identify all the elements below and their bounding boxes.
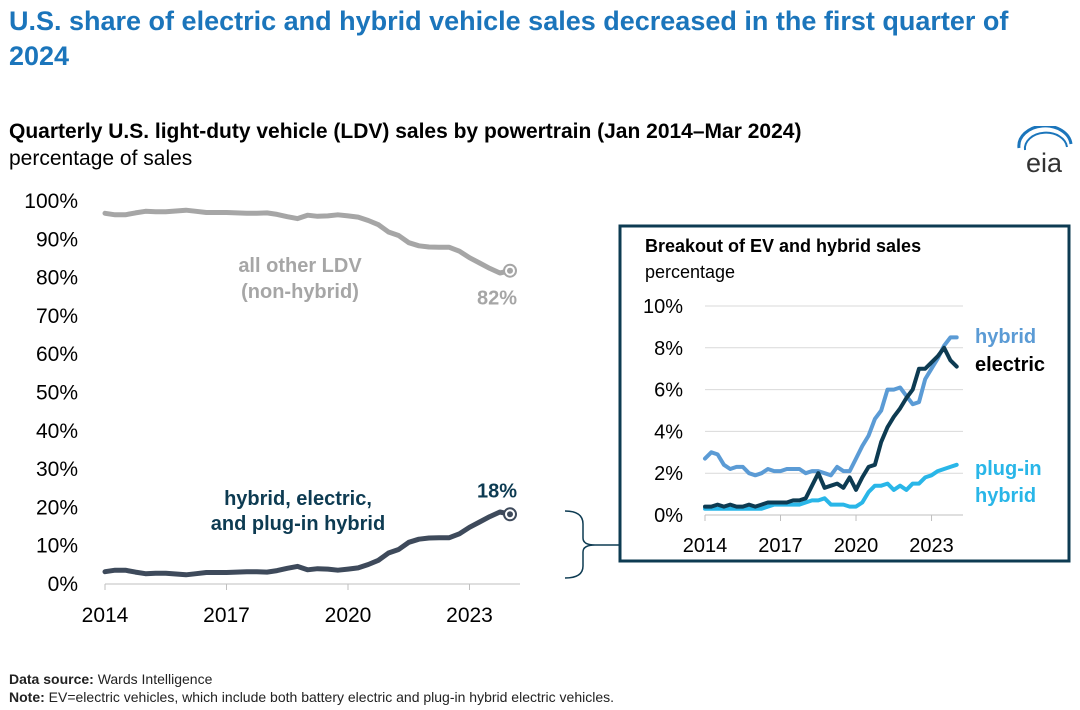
bracket-connector xyxy=(564,510,596,579)
main-y-tick: 0% xyxy=(48,573,78,596)
chart-canvas: 0%10%20%30%40%50%60%70%80%90%100% 2014 20… xyxy=(24,190,1071,627)
label-combined-line1: hybrid, electric, xyxy=(224,488,372,510)
inset-x-tick: 2023 xyxy=(909,535,954,557)
main-y-tick: 40% xyxy=(36,420,78,443)
note-text: EV=electric vehicles, which include both… xyxy=(48,689,615,705)
main-y-tick: 90% xyxy=(36,228,78,251)
inset-x-tick: 2020 xyxy=(834,535,879,557)
source-text: Wards Intelligence xyxy=(97,671,213,687)
chart-units: percentage of sales xyxy=(9,147,193,170)
inset-title: Breakout of EV and hybrid sales xyxy=(645,236,921,256)
main-x-tick-labels: 2014 2017 2020 2023 xyxy=(82,584,493,627)
main-y-tick: 10% xyxy=(36,535,78,558)
logo-arc-outer xyxy=(1017,124,1073,149)
label-other-ldv-end: 82% xyxy=(477,288,517,310)
inset-y-tick: 4% xyxy=(654,421,683,443)
label-other-ldv-line2: (non-hybrid) xyxy=(241,281,359,303)
main-x-tick: 2023 xyxy=(446,604,493,627)
main-y-tick: 50% xyxy=(36,382,78,405)
inset-series-lines xyxy=(703,335,959,511)
inset-x-tick: 2017 xyxy=(758,535,803,557)
main-y-tick: 70% xyxy=(36,305,78,328)
inset-y-tick: 6% xyxy=(654,380,683,402)
logo-arc-inner xyxy=(1023,131,1068,151)
main-x-tick: 2017 xyxy=(203,604,250,627)
main-x-tick: 2014 xyxy=(82,604,129,627)
label-plugin-line2: hybrid xyxy=(975,485,1036,507)
label-plugin-line1: plug-in xyxy=(975,458,1042,480)
inset-y-tick-labels: 0% 2% 4% 6% 8% 10% xyxy=(643,296,683,527)
series-end-dot xyxy=(507,511,513,518)
main-y-tick: 100% xyxy=(24,190,78,213)
label-combined-line2: and plug-in hybrid xyxy=(211,513,385,535)
series-line-1 xyxy=(102,509,513,578)
inset-series-line-electric xyxy=(703,345,959,509)
main-y-tick: 20% xyxy=(36,496,78,519)
chart-title: Quarterly U.S. light-duty vehicle (LDV) … xyxy=(9,120,802,143)
inset-series-line-hybrid xyxy=(703,335,959,478)
inset-y-tick: 8% xyxy=(654,338,683,360)
label-combined-end: 18% xyxy=(477,480,517,502)
inset-units: percentage xyxy=(645,262,735,282)
footer: Data source: Wards Intelligence Note: EV… xyxy=(9,670,614,706)
inset-y-tick: 0% xyxy=(654,505,683,527)
inset-series-line-plug-in-hybrid xyxy=(703,462,959,511)
inset-y-tick: 2% xyxy=(654,463,683,485)
headline: U.S. share of electric and hybrid vehicl… xyxy=(9,6,1009,71)
inset-x-tick: 2014 xyxy=(683,535,728,557)
inset-x-tick-labels: 2014 2017 2020 2023 xyxy=(683,515,954,557)
label-other-ldv-line1: all other LDV xyxy=(238,255,362,277)
main-series-lines xyxy=(102,207,517,578)
note-label: Note: xyxy=(9,689,45,705)
inset-series-labels: hybrid electric plug-in hybrid xyxy=(975,326,1045,507)
series-line-0 xyxy=(102,207,513,276)
main-y-tick-labels: 0% 10% 20% 30% 40% 50% 60% 70% 80% 90% 100% xyxy=(24,190,78,596)
footer-note: Note: EV=electric vehicles, which includ… xyxy=(9,688,614,706)
main-x-tick: 2020 xyxy=(325,604,372,627)
main-y-tick: 80% xyxy=(36,267,78,290)
source-label: Data source: xyxy=(9,671,94,687)
main-y-tick: 60% xyxy=(36,343,78,366)
logo-text: eia xyxy=(1026,148,1063,176)
main-y-tick: 30% xyxy=(36,458,78,481)
eia-logo: eia xyxy=(1013,124,1075,178)
inset-y-tick: 10% xyxy=(643,296,683,318)
series-end-dot xyxy=(507,267,513,274)
label-hybrid: hybrid xyxy=(975,326,1036,348)
main-series-labels: all other LDV (non-hybrid) 82% hybrid, elec… xyxy=(211,255,517,535)
footer-source: Data source: Wards Intelligence xyxy=(9,670,614,688)
label-electric: electric xyxy=(975,354,1045,376)
